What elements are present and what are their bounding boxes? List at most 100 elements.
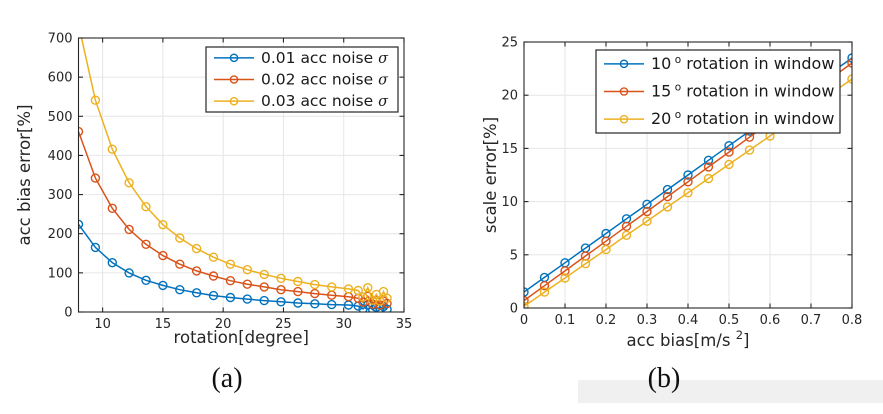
data-point-marker	[78, 219, 84, 229]
x-tick-label: 0.3	[637, 313, 658, 328]
x-tick-label: 0	[520, 313, 528, 328]
data-point-marker	[724, 159, 734, 170]
data-point-marker	[276, 297, 286, 307]
data-point-marker	[703, 155, 714, 166]
legend-label: 15 o rotation in window	[651, 82, 834, 101]
acc-bias-error-vs-rotation-series	[78, 38, 392, 312]
x-tick-label: 35	[396, 317, 413, 332]
y-tick-label: 15	[501, 142, 518, 157]
data-point-marker	[242, 294, 253, 304]
data-point-marker	[310, 288, 320, 299]
data-point-marker	[259, 295, 269, 306]
data-point-marker	[847, 58, 852, 68]
data-point-marker	[293, 298, 303, 308]
data-point-marker	[225, 276, 236, 286]
y-tick-label: 500	[48, 110, 73, 125]
data-point-marker	[310, 299, 320, 309]
x-axis-label: acc bias[m/s 2]	[627, 328, 750, 350]
data-point-marker	[208, 271, 219, 281]
data-point-marker	[242, 279, 253, 289]
data-point-marker	[124, 224, 134, 235]
legend-marker-sample	[619, 59, 629, 69]
data-point-marker	[363, 300, 373, 310]
data-point-marker	[90, 95, 101, 105]
y-tick-label: 300	[48, 188, 73, 203]
legend-entry: 0.03 acc noise σ	[214, 92, 389, 110]
data-point-marker	[90, 173, 101, 183]
scale-error-vs-acc-bias-axes	[523, 41, 853, 309]
data-point-marker	[382, 304, 392, 312]
data-point-marker	[580, 259, 591, 269]
data-point-marker	[225, 259, 236, 269]
data-point-marker	[621, 230, 632, 241]
legend-sigma-symbol: σ	[378, 51, 389, 67]
x-tick-label: 20	[215, 317, 232, 332]
data-point-marker	[276, 285, 286, 295]
data-point-marker	[208, 290, 219, 301]
data-point-marker	[293, 286, 303, 297]
panel-b-caption: (b)	[647, 363, 681, 394]
data-point-marker	[107, 203, 118, 214]
legend-label: 0.02 acc noise	[261, 71, 373, 89]
data-point-marker	[662, 202, 673, 212]
data-point-marker	[382, 293, 392, 303]
data-point-marker	[175, 259, 185, 269]
data-point-marker	[327, 282, 337, 292]
data-point-marker	[524, 295, 529, 306]
x-tick-label: 0.4	[678, 313, 699, 328]
legend-entry: 0.02 acc noise σ	[214, 71, 389, 89]
x-tick-label: 10	[94, 317, 111, 332]
legend-marker-sample	[229, 53, 239, 63]
legend-entry: 0.01 acc noise σ	[214, 49, 389, 67]
data-point-marker	[358, 292, 368, 302]
scale-error-vs-acc-bias-legend: 10 o rotation in window 15 o rotation in …	[595, 49, 841, 134]
x-tick-label: 0.1	[555, 313, 576, 328]
data-point-marker	[724, 140, 734, 151]
data-point-marker	[621, 221, 632, 232]
data-point-marker	[662, 191, 673, 202]
y-tick-label: 100	[48, 266, 73, 281]
data-point-marker	[662, 184, 673, 195]
data-point-marker	[158, 219, 168, 230]
legend-marker-sample	[229, 75, 239, 84]
y-tick-label: 400	[48, 149, 73, 164]
y-tick-label: 700	[48, 32, 73, 47]
y-axis-label: scale error[%]	[481, 117, 500, 233]
series-0.01-acc-noise-	[78, 219, 392, 312]
data-point-marker	[847, 74, 852, 84]
data-point-marker	[327, 299, 337, 310]
panel-a-caption: (a)	[211, 363, 243, 394]
data-point-marker	[539, 281, 550, 291]
legend-sigma-symbol: σ	[378, 73, 389, 89]
data-point-marker	[703, 173, 714, 184]
y-tick-label: 0	[510, 302, 518, 317]
data-point-marker	[191, 288, 202, 298]
acc-bias-error-vs-rotation-legend: 0.01 acc noise σ 0.02 acc noise σ 0.03 acc n…	[205, 46, 399, 113]
legend-marker-sample	[229, 96, 239, 106]
data-point-marker	[363, 283, 373, 293]
data-point-marker	[310, 279, 320, 290]
acc-bias-error-vs-rotation-tick-labels: 10 15 20 25 30 35 0 100 200 300 400 500 600 700	[48, 32, 413, 333]
data-point-marker	[90, 242, 101, 253]
data-point-marker	[175, 233, 185, 243]
data-point-marker	[601, 244, 611, 255]
legend-entry: 10 o rotation in window	[604, 54, 834, 73]
data-point-marker	[191, 266, 202, 276]
data-point-marker	[208, 252, 219, 262]
data-point-marker	[276, 273, 286, 283]
y-tick-label: 0	[64, 306, 72, 321]
series-0.03-acc-noise-	[80, 38, 392, 306]
data-point-marker	[642, 199, 652, 210]
data-point-marker	[259, 269, 269, 280]
data-point-marker	[141, 239, 151, 250]
data-point-marker	[158, 250, 168, 261]
acc-bias-error-vs-rotation: 10 15 20 25 30 35 0 100 200 300 400 500 600 700 rotati…	[15, 32, 413, 348]
legend-label: 0.01 acc noise	[261, 49, 373, 67]
data-point-marker	[141, 275, 151, 285]
data-point-marker	[524, 301, 529, 308]
data-point-marker	[847, 53, 852, 63]
data-point-marker	[642, 206, 652, 217]
data-point-marker	[703, 162, 714, 172]
data-point-marker	[642, 216, 652, 226]
data-point-marker	[225, 292, 236, 303]
